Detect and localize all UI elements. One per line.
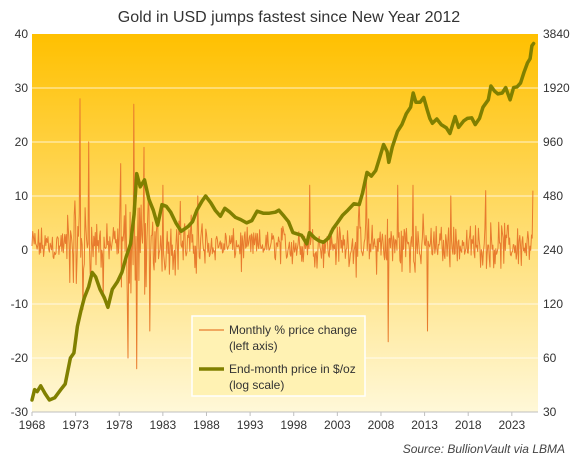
right-tick-label: 120 (543, 297, 563, 311)
x-tick-label: 1978 (106, 418, 133, 432)
x-tick-label: 2008 (368, 418, 395, 432)
left-tick-label: 40 (15, 27, 29, 41)
right-axis: 3840 1920 960 480 240 120 60 30 (543, 27, 570, 419)
legend-label-end-month-price-scale: (log scale) (229, 378, 284, 392)
right-tick-label: 60 (543, 351, 557, 365)
x-tick-label: 2013 (411, 418, 438, 432)
x-tick-label: 2023 (498, 418, 525, 432)
x-axis: 1968 1973 1978 1983 1988 1993 1998 2003 2008 2013… (19, 411, 538, 432)
left-tick-label: 20 (15, 135, 29, 149)
monthly-change-series (31, 98, 534, 370)
left-tick-label: 0 (21, 243, 28, 257)
right-tick-label: 960 (543, 135, 563, 149)
right-tick-label: 3840 (543, 27, 570, 41)
legend: Monthly % price change (left axis) End-m… (191, 315, 366, 397)
chart-title: Gold in USD jumps fastest since New Year… (118, 9, 461, 26)
x-tick-label: 1998 (280, 418, 307, 432)
left-axis: 40 30 20 10 0 -10 -20 -30 (11, 27, 29, 419)
left-tick-label: -30 (11, 405, 29, 419)
right-tick-label: 240 (543, 243, 563, 257)
left-tick-label: -10 (11, 297, 29, 311)
x-tick-label: 1988 (193, 418, 220, 432)
left-tick-label: 30 (15, 81, 29, 95)
legend-box (191, 315, 366, 397)
x-tick-label: 1993 (237, 418, 264, 432)
x-tick-label: 2003 (324, 418, 351, 432)
source-note: Source: BullionVault via LBMA (403, 442, 565, 456)
right-tick-label: 30 (543, 405, 557, 419)
monthly-change-line (31, 98, 534, 370)
left-tick-label: 10 (15, 189, 29, 203)
legend-label-monthly-change-axis: (left axis) (229, 339, 278, 353)
right-tick-label: 480 (543, 189, 563, 203)
legend-label-monthly-change: Monthly % price change (229, 323, 357, 337)
x-tick-label: 1968 (19, 418, 46, 432)
legend-label-end-month-price: End-month price in $/oz (229, 362, 356, 376)
end-month-price-series (30, 41, 536, 402)
x-tick-label: 1973 (62, 418, 89, 432)
end-month-price-line (30, 41, 536, 402)
x-tick-label: 1983 (150, 418, 177, 432)
right-tick-label: 1920 (543, 81, 570, 95)
left-tick-label: -20 (11, 351, 29, 365)
x-tick-label: 2018 (455, 418, 482, 432)
